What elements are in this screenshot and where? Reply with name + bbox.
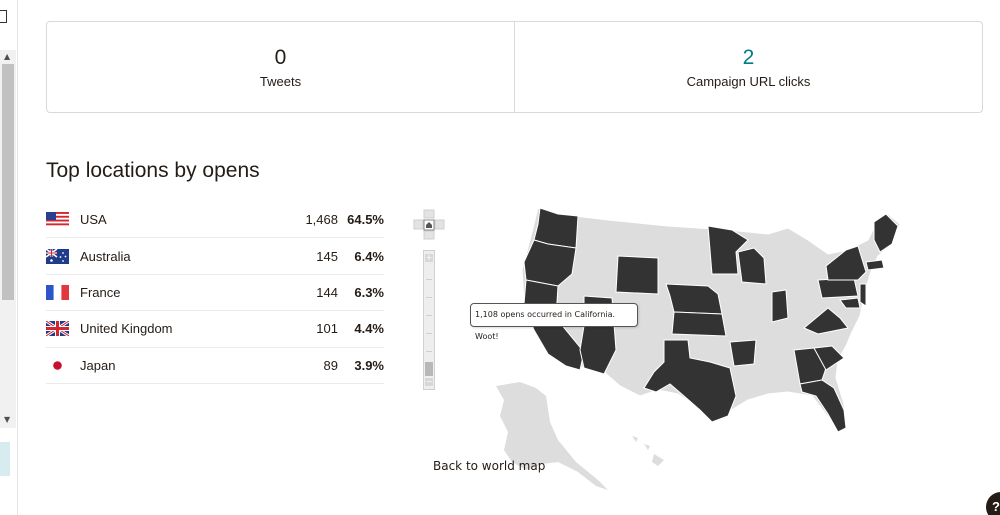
zoom-slider-handle[interactable] — [425, 362, 433, 376]
locations-list: USA 1,468 64.5% Australia 145 6.4 — [46, 202, 384, 384]
tweets-stat: 0 Tweets — [47, 22, 514, 112]
list-item: Japan 89 3.9% — [46, 348, 384, 384]
tweets-count: 0 — [274, 45, 287, 69]
map-tooltip: 1,108 opens occurred in California. Woot… — [470, 303, 638, 341]
scroll-up-icon[interactable]: ▲ — [4, 52, 11, 61]
location-percent: 4.4% — [354, 321, 384, 337]
scrollbar[interactable]: ▲ ▼ — [0, 50, 16, 428]
help-button[interactable]: ? — [986, 492, 1000, 515]
australia-flag-icon — [46, 248, 69, 264]
back-to-world-map-link[interactable]: Back to world map — [433, 459, 546, 473]
zoom-in-icon[interactable]: + — [425, 253, 433, 262]
location-percent: 6.4% — [354, 248, 384, 264]
scroll-down-icon[interactable]: ▼ — [4, 415, 11, 424]
list-item: Australia 145 6.4% — [46, 238, 384, 275]
map-pan-control[interactable] — [413, 209, 445, 241]
map-zoom-slider[interactable]: + − — [423, 250, 435, 390]
scrollbar-thumb[interactable] — [2, 64, 14, 300]
location-percent: 6.3% — [354, 284, 384, 300]
location-count: 1,468 — [305, 212, 338, 228]
campaign-url-clicks-label: Campaign URL clicks — [686, 73, 811, 89]
france-flag-icon — [46, 284, 69, 300]
campaign-url-clicks-count[interactable]: 2 — [742, 45, 755, 69]
uk-flag-icon — [46, 321, 69, 337]
list-item: USA 1,468 64.5% — [46, 202, 384, 239]
list-item: France 144 6.3% — [46, 275, 384, 312]
location-name: USA — [80, 212, 107, 228]
list-item: United Kingdom 101 4.4% — [46, 311, 384, 348]
location-count: 89 — [323, 357, 338, 373]
location-name: United Kingdom — [80, 321, 173, 337]
section-title: Top locations by opens — [46, 159, 260, 182]
us-map-widget: + − — [408, 200, 998, 500]
panel-toggle-icon[interactable] — [0, 10, 7, 23]
location-percent: 3.9% — [354, 357, 384, 373]
social-stats-panel: 0 Tweets 2 Campaign URL clicks — [46, 21, 983, 113]
tweets-label: Tweets — [259, 73, 302, 89]
location-percent: 64.5% — [347, 212, 384, 228]
japan-flag-icon — [46, 357, 69, 373]
left-panel-rail: ▲ ▼ — [0, 0, 18, 515]
zoom-out-icon[interactable]: − — [425, 377, 433, 386]
location-name: France — [80, 284, 121, 300]
campaign-url-clicks-stat: 2 Campaign URL clicks — [514, 22, 982, 112]
location-count: 144 — [316, 284, 338, 300]
us-states-map[interactable] — [408, 200, 998, 500]
location-count: 145 — [316, 248, 338, 264]
location-name: Australia — [80, 248, 131, 264]
location-count: 101 — [316, 321, 338, 337]
location-name: Japan — [80, 357, 116, 373]
us-flag-icon — [46, 212, 69, 228]
panel-tab[interactable] — [0, 442, 10, 476]
